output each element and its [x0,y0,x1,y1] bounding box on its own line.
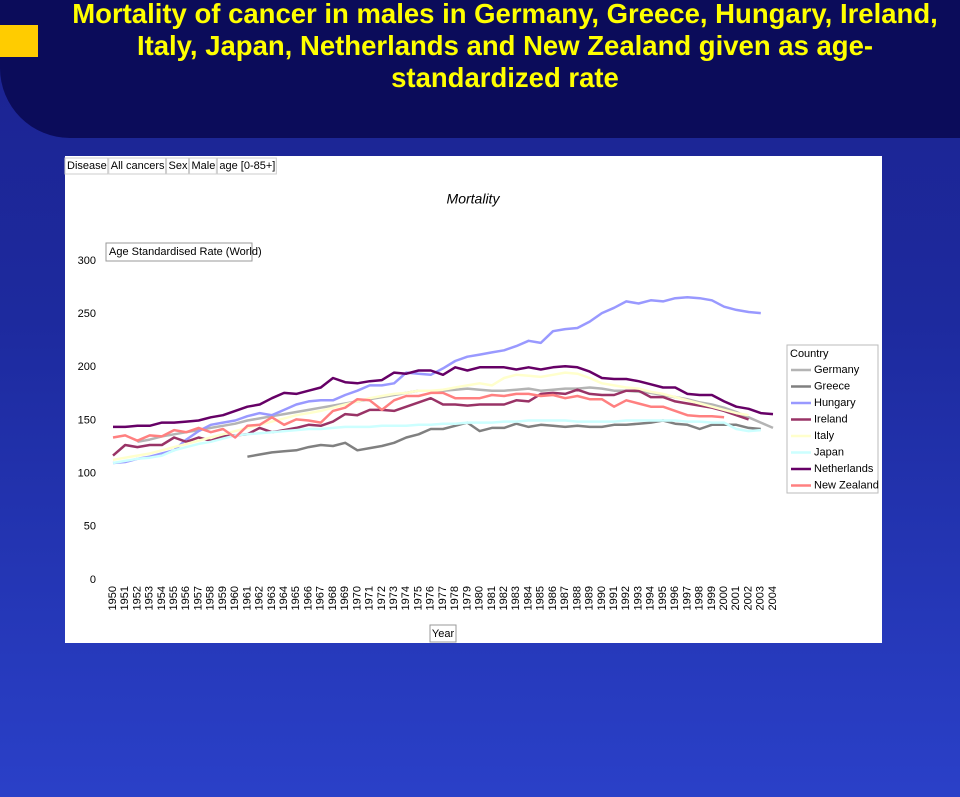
x-tick-label: 1965 [290,586,302,610]
x-tick-label: 2004 [767,586,779,610]
x-tick-label: 1986 [547,586,559,610]
x-tick-label: 1952 [131,586,143,610]
legend-label: Germany [814,364,860,376]
x-tick-label: 1964 [278,586,290,610]
x-tick-label: 1969 [339,586,351,610]
x-tick-label: 1994 [645,586,657,610]
y-tick-label: 50 [84,521,96,533]
bullet-square [0,25,38,57]
x-tick-label: 1982 [498,586,510,610]
x-tick-label: 1950 [107,586,119,610]
legend-label: New Zealand [814,479,879,491]
x-tick-label: 1956 [180,586,192,610]
legend-label: Japan [814,446,844,458]
slide-title: Mortality of cancer in males in Germany,… [72,0,938,93]
x-tick-label: 1960 [229,586,241,610]
y-tick-label: 150 [78,414,96,426]
filter-cell-border [108,157,167,175]
chart-area [65,156,882,643]
x-tick-label: 2000 [718,586,730,610]
x-tick-label: 1955 [168,586,180,610]
x-tick-label: 1968 [327,586,339,610]
x-tick-label: 1973 [388,586,400,610]
series-line [247,419,761,458]
x-tick-label: 1971 [364,586,376,610]
series-line [112,419,761,465]
x-tick-label: 2003 [755,586,767,610]
y-tick-label: 100 [78,468,96,480]
x-tick-label: 1954 [156,586,168,610]
x-tick-label: 1974 [400,586,412,610]
x-tick-label: 1970 [351,586,363,610]
x-tick-label: 1988 [571,586,583,610]
x-tick-label: 1997 [681,586,693,610]
x-tick-label: 1995 [657,586,669,610]
legend-label: Greece [814,380,850,392]
legend-label: Netherlands [814,463,874,475]
filter-cell-border [189,157,217,175]
y-tick-label: 200 [78,361,96,373]
x-tick-label: 1992 [620,586,632,610]
x-tick-label: 2002 [742,586,754,610]
x-tick-label: 1981 [486,586,498,610]
title-banner [0,0,960,138]
x-axis-label: Year [432,628,455,640]
x-tick-label: 1976 [425,586,437,610]
filter-cell: All cancers [111,160,165,172]
ylabel-box [105,242,253,262]
x-tick-label: 1996 [669,586,681,610]
x-tick-label: 1993 [632,586,644,610]
x-tick-label: 1962 [254,586,266,610]
x-tick-label: 1985 [535,586,547,610]
x-tick-label: 1963 [266,586,278,610]
y-tick-label: 0 [90,574,96,586]
filter-cell-border [64,157,109,175]
chart-subtitle: Mortality [447,191,501,207]
x-tick-label: 1966 [302,586,314,610]
x-tick-label: 1951 [119,586,131,610]
x-tick-label: 1987 [559,586,571,610]
x-tick-label: 1958 [205,586,217,610]
series-line [112,371,749,462]
filter-cell-border [216,157,277,175]
x-tick-label: 1977 [437,586,449,610]
y-tick-label: 300 [78,255,96,267]
filter-cell: age [0-85+] [219,160,275,172]
x-tick-label: 1980 [474,586,486,610]
x-tick-label: 1957 [192,586,204,610]
x-tick-label: 1989 [584,586,596,610]
legend-label: Ireland [814,413,848,425]
legend-title: Country [790,348,829,360]
x-tick-label: 1991 [608,586,620,610]
x-tick-label: 1990 [596,586,608,610]
x-tick-label: 1979 [461,586,473,610]
series-line [112,391,725,442]
filter-cell: Disease [67,160,107,172]
x-tick-label: 2001 [730,586,742,610]
series-line [113,365,774,429]
x-tick-label: 1959 [217,586,229,610]
x-tick-label: 1998 [694,586,706,610]
x-tick-label: 1961 [241,586,253,610]
xlabel-box [429,624,457,643]
x-tick-label: 1953 [144,586,156,610]
y-tick-label: 250 [78,308,96,320]
legend-label: Hungary [814,397,856,409]
x-tick-label: 1975 [412,586,424,610]
x-tick-label: 1999 [706,586,718,610]
filter-cell: Male [192,160,216,172]
filter-cell: Sex [169,160,188,172]
legend-label: Italy [814,430,835,442]
filter-cell-border [166,157,190,175]
x-tick-label: 1984 [522,586,534,610]
y-axis-label: Age Standardised Rate (World) [109,246,262,258]
x-tick-label: 1983 [510,586,522,610]
x-tick-label: 1972 [376,586,388,610]
x-tick-label: 1967 [315,586,327,610]
x-tick-label: 1978 [449,586,461,610]
series-line [112,388,750,457]
